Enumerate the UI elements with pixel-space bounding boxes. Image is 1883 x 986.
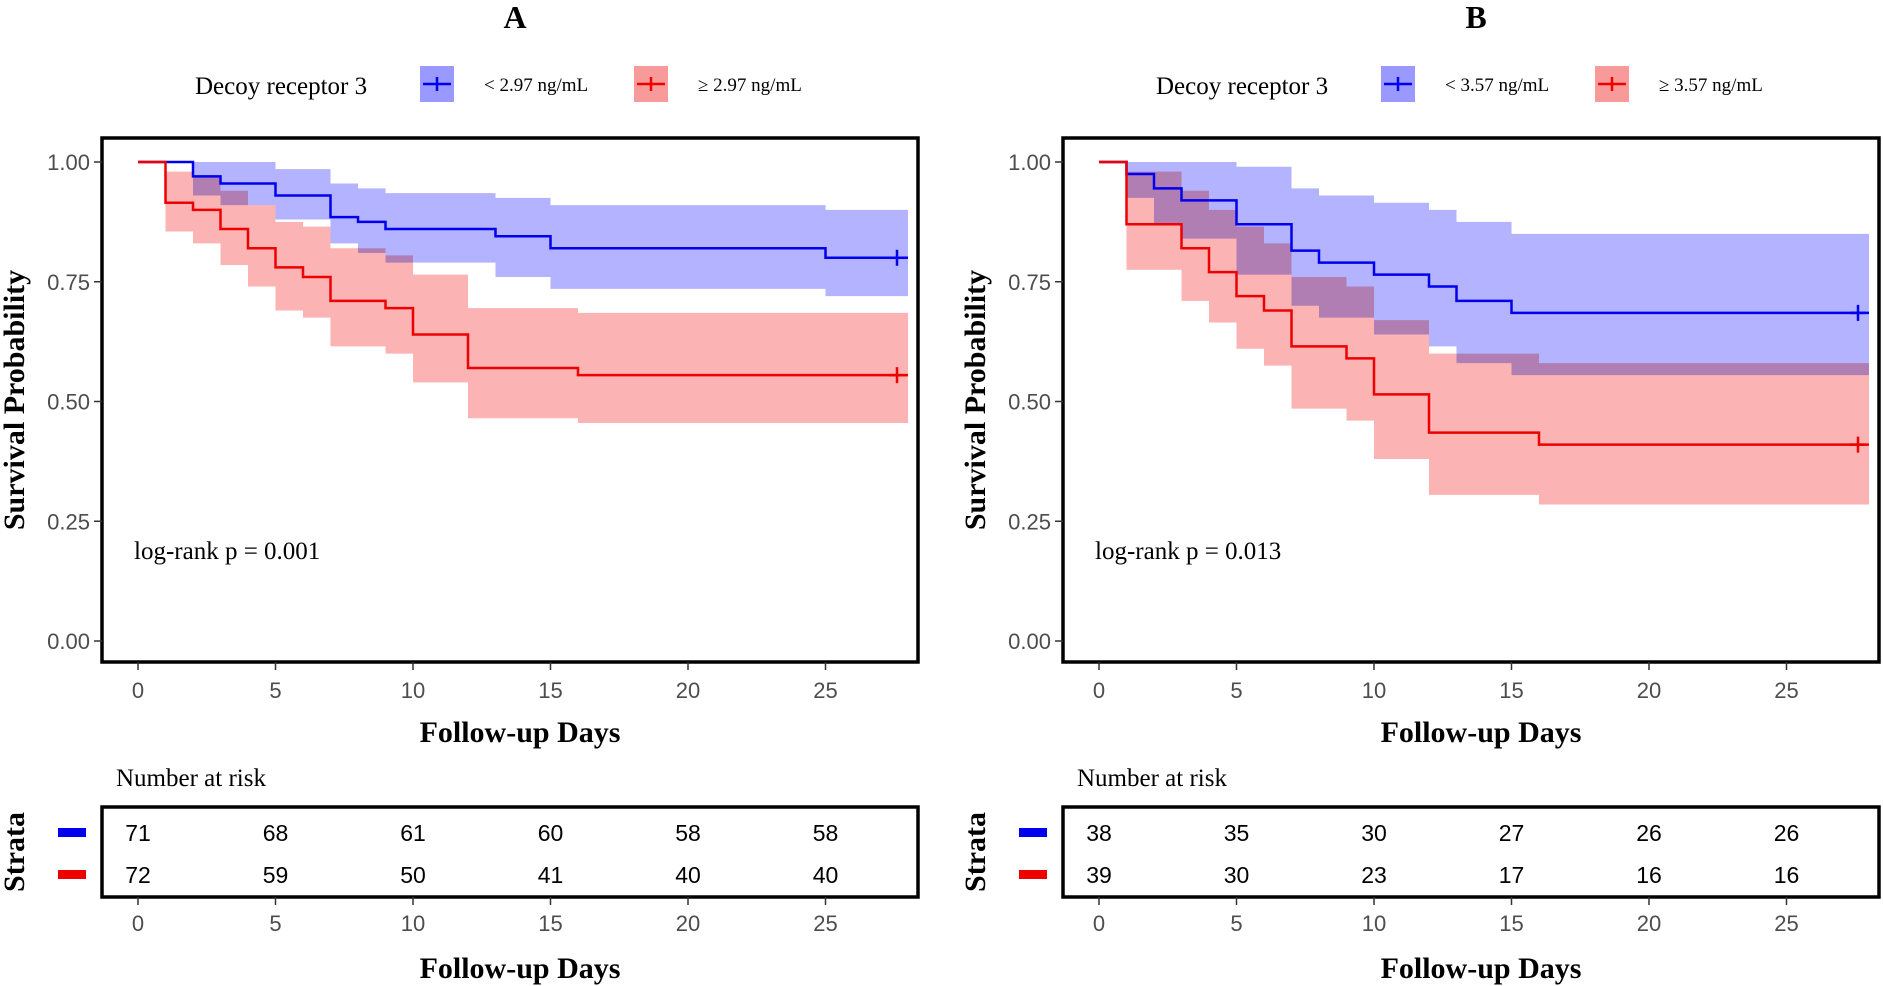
panel-letter: B [1465,0,1486,35]
risk-count: 71 [125,820,151,846]
risk-count: 72 [125,862,151,888]
risk-table-title: Number at risk [116,765,266,792]
x-tick-label: 5 [1230,678,1242,703]
ci-band-high [138,162,908,424]
x-tick-label: 25 [813,678,837,703]
risk-count: 40 [813,862,839,888]
y-tick-label: 0.50 [47,390,90,415]
risk-count: 26 [1636,820,1662,846]
y-tick-label: 1.00 [47,150,90,175]
risk-count: 39 [1086,862,1112,888]
legend-label: < 2.97 ng/mL [484,75,588,96]
x-tick-label: 0 [1093,678,1105,703]
risk-table-title: Number at risk [1077,765,1227,792]
x-tick-label: 5 [269,678,281,703]
x-tick-label: 20 [676,678,700,703]
risk-x-tick-label: 20 [676,911,700,936]
y-tick-label: 0.00 [1008,629,1051,654]
risk-x-tick-label: 25 [1774,911,1798,936]
x-tick-label: 0 [132,678,144,703]
risk-count: 58 [813,820,839,846]
y-tick-label: 1.00 [1008,150,1051,175]
risk-count: 35 [1224,820,1250,846]
risk-x-tick-label: 20 [1637,911,1661,936]
x-tick-label: 20 [1637,678,1661,703]
x-tick-label: 15 [1499,678,1523,703]
legend-title: Decoy receptor 3 [195,73,367,100]
risk-count: 68 [263,820,289,846]
y-tick-label: 0.25 [1008,509,1051,534]
risk-x-tick-label: 5 [1230,911,1242,936]
risk-x-axis-title: Follow-up Days [1381,952,1582,985]
risk-count: 58 [675,820,701,846]
x-tick-label: 15 [538,678,562,703]
risk-table-frame [1061,805,1881,899]
legend-label: ≥ 2.97 ng/mL [698,75,802,96]
risk-count: 50 [400,862,426,888]
plot-frame [100,136,920,664]
panel-letter: A [503,0,526,35]
risk-count: 60 [538,820,564,846]
legend-label: ≥ 3.57 ng/mL [1659,75,1763,96]
x-tick-label: 10 [1362,678,1386,703]
strata-key [1019,870,1047,879]
risk-x-tick-label: 0 [1093,911,1105,936]
risk-x-tick-label: 0 [132,911,144,936]
y-tick-label: 0.25 [47,509,90,534]
risk-x-tick-label: 5 [269,911,281,936]
risk-count: 30 [1224,862,1250,888]
ci-bands [1099,162,1869,505]
log-rank-pvalue: log-rank p = 0.001 [134,538,320,565]
risk-x-axis-title: Follow-up Days [420,952,621,985]
log-rank-pvalue: log-rank p = 0.013 [1095,538,1281,565]
risk-x-tick-label: 15 [1499,911,1523,936]
risk-x-tick-label: 10 [1362,911,1386,936]
y-tick-label: 0.75 [47,270,90,295]
panel-a: A Decoy receptor 3 < 2.97 ng/mL ≥ 2.97 ng/m… [0,0,920,985]
risk-count: 61 [400,820,426,846]
legend-label: < 3.57 ng/mL [1445,75,1549,96]
risk-count: 16 [1774,862,1800,888]
risk-count: 41 [538,862,564,888]
y-axis-title: Survival Probability [0,270,31,530]
plot-frame [1061,136,1881,664]
risk-count: 16 [1636,862,1662,888]
risk-x-tick-label: 25 [813,911,837,936]
y-tick-label: 0.00 [47,629,90,654]
strata-key [58,828,86,837]
risk-count: 30 [1361,820,1387,846]
x-axis-title: Follow-up Days [1381,716,1582,749]
risk-count: 17 [1499,862,1525,888]
risk-count: 40 [675,862,701,888]
panel-b: B Decoy receptor 3 < 3.57 ng/mL ≥ 3.57 ng/m… [959,0,1881,985]
y-tick-label: 0.75 [1008,270,1051,295]
risk-count: 38 [1086,820,1112,846]
legend-title: Decoy receptor 3 [1156,73,1328,100]
y-tick-label: 0.50 [1008,390,1051,415]
risk-count: 26 [1774,820,1800,846]
ci-bands [138,162,908,424]
risk-count: 23 [1361,862,1387,888]
risk-table-frame [100,805,920,899]
risk-x-tick-label: 15 [538,911,562,936]
ci-band-low [1099,162,1869,376]
x-axis-title: Follow-up Days [420,716,621,749]
risk-x-tick-label: 10 [401,911,425,936]
x-tick-label: 10 [401,678,425,703]
strata-label: Strata [0,812,31,892]
survival-curve-high [138,160,908,377]
risk-count: 59 [263,862,289,888]
survival-curve-high [1099,160,1869,446]
strata-key [58,870,86,879]
strata-key [1019,828,1047,837]
x-tick-label: 25 [1774,678,1798,703]
survival-curve-low [1099,160,1869,315]
risk-count: 27 [1499,820,1525,846]
survival-curve-low [138,160,908,260]
strata-label: Strata [959,812,992,892]
y-axis-title: Survival Probability [959,270,992,530]
